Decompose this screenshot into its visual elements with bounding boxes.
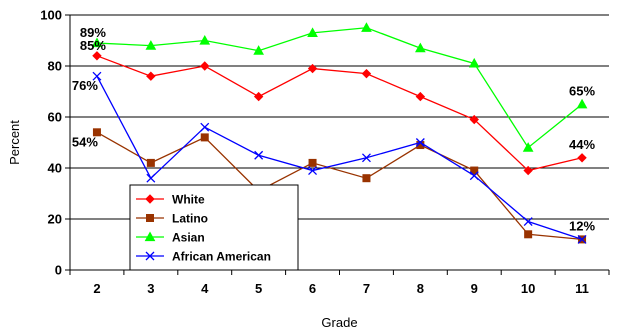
legend-label-latino: Latino: [172, 212, 208, 226]
point-african-american-9: [469, 171, 479, 181]
point-asian-5: [253, 45, 264, 55]
point-white-10: [523, 165, 533, 176]
legend-item-asian: Asian: [136, 231, 205, 245]
point-asian-10: [522, 142, 534, 152]
y-axis-title: Percent: [7, 120, 22, 165]
y-tick-labels: 0 20 40 60 80 100: [40, 8, 62, 278]
series-line-asian: [96, 27, 583, 149]
point-white-3: [146, 71, 156, 81]
gridlines: [70, 14, 609, 220]
x-tick-labels: 2 3 4 5 6 7 8 9 10 11: [93, 281, 589, 296]
series-asian: [91, 22, 588, 152]
legend-item-white: White: [136, 193, 205, 207]
point-asian-7: [361, 22, 372, 32]
point-african-american-3: [146, 173, 156, 183]
legend-label-asian: Asian: [172, 231, 205, 245]
x-tick-label-9: 9: [471, 281, 478, 296]
legend-label-african-american: African American: [172, 250, 271, 264]
annotation-4: 65%: [569, 83, 595, 98]
x-tick-label-8: 8: [417, 281, 424, 296]
annotation-1: 85%: [80, 38, 106, 53]
series-line-white: [96, 55, 583, 172]
x-tick-label-4: 4: [201, 281, 209, 296]
x-tick-label-7: 7: [363, 281, 370, 296]
point-white-11: [577, 153, 587, 163]
legend: White Latino Asian African American: [129, 184, 299, 271]
series-line-african-american: [96, 75, 583, 241]
annotation-5: 44%: [569, 137, 595, 152]
series-group: [91, 22, 588, 244]
annotation-3: 54%: [72, 134, 98, 149]
series-latino: [92, 128, 587, 244]
annotation-6: 12%: [569, 218, 595, 233]
point-african-american-10: [523, 217, 533, 227]
point-african-american-5: [254, 150, 264, 160]
point-asian-8: [415, 42, 426, 53]
point-white-4: [200, 61, 210, 71]
y-tick-label-60: 60: [48, 110, 62, 125]
point-african-american-2: [92, 71, 102, 81]
legend-label-white: White: [172, 193, 205, 207]
legend-marker-latino: [146, 214, 154, 222]
legend-marker-african-american: [145, 251, 155, 261]
x-tick-label-6: 6: [309, 281, 316, 296]
legend-item-african-american: African American: [136, 250, 271, 264]
x-tick-label-5: 5: [255, 281, 262, 296]
point-latino-6: [308, 158, 317, 167]
annotation-2: 76%: [72, 78, 98, 93]
point-asian-11: [576, 98, 588, 109]
y-tick-label-100: 100: [40, 8, 62, 23]
point-african-american-6: [308, 166, 318, 176]
point-african-american-8: [415, 138, 425, 147]
point-white-6: [307, 63, 318, 74]
series-african-american: [92, 71, 587, 244]
point-latino-4: [200, 133, 209, 142]
point-african-american-11: [577, 234, 587, 244]
point-latino-3: [146, 158, 155, 167]
point-latino-9: [470, 166, 479, 175]
point-asian-4: [199, 34, 211, 45]
series-line-latino: [96, 131, 583, 241]
legend-marker-asian: [144, 231, 156, 242]
point-white-5: [253, 91, 264, 102]
y-tick-label-40: 40: [48, 161, 62, 176]
point-asian-6: [307, 27, 318, 37]
legend-item-latino: Latino: [136, 212, 208, 226]
legend-marker-white: [145, 194, 155, 204]
point-latino-7: [362, 174, 371, 183]
point-white-7: [361, 68, 372, 79]
point-white-2: [92, 51, 102, 61]
series-white: [92, 51, 587, 176]
y-tick-label-80: 80: [48, 59, 62, 74]
point-latino-10: [524, 230, 533, 239]
point-asian-3: [145, 40, 157, 50]
x-tick-label-3: 3: [147, 281, 154, 296]
x-tick-label-10: 10: [521, 281, 535, 296]
x-tick-label-2: 2: [93, 281, 100, 296]
annotation-0: 89%: [80, 25, 106, 40]
point-african-american-7: [361, 153, 371, 163]
y-tick-label-20: 20: [48, 212, 62, 227]
y-tick-label-0: 0: [55, 263, 62, 278]
x-tick-label-11: 11: [575, 281, 589, 296]
point-latino-2: [92, 128, 101, 137]
point-asian-9: [468, 57, 480, 68]
point-african-american-4: [200, 122, 210, 132]
x-axis-title: Grade: [321, 315, 357, 330]
point-white-8: [415, 91, 426, 102]
annotations: 89%85% 76% 54% 65% 44% 12%: [72, 25, 596, 233]
point-white-9: [469, 114, 479, 125]
point-asian-2: [91, 37, 103, 48]
